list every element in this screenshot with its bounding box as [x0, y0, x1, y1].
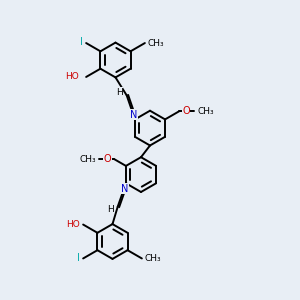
Text: HO: HO	[65, 72, 79, 81]
Text: N: N	[121, 184, 128, 194]
Text: I: I	[77, 254, 80, 263]
Text: N: N	[130, 110, 137, 120]
Text: H: H	[107, 205, 114, 214]
Text: O: O	[182, 106, 190, 116]
Text: CH₃: CH₃	[197, 106, 214, 116]
Text: CH₃: CH₃	[148, 38, 164, 47]
Text: HO: HO	[66, 220, 80, 229]
Text: H: H	[116, 88, 123, 97]
Text: I: I	[80, 37, 83, 46]
Text: CH₃: CH₃	[145, 254, 161, 263]
Text: CH₃: CH₃	[80, 155, 96, 164]
Text: O: O	[103, 154, 111, 164]
